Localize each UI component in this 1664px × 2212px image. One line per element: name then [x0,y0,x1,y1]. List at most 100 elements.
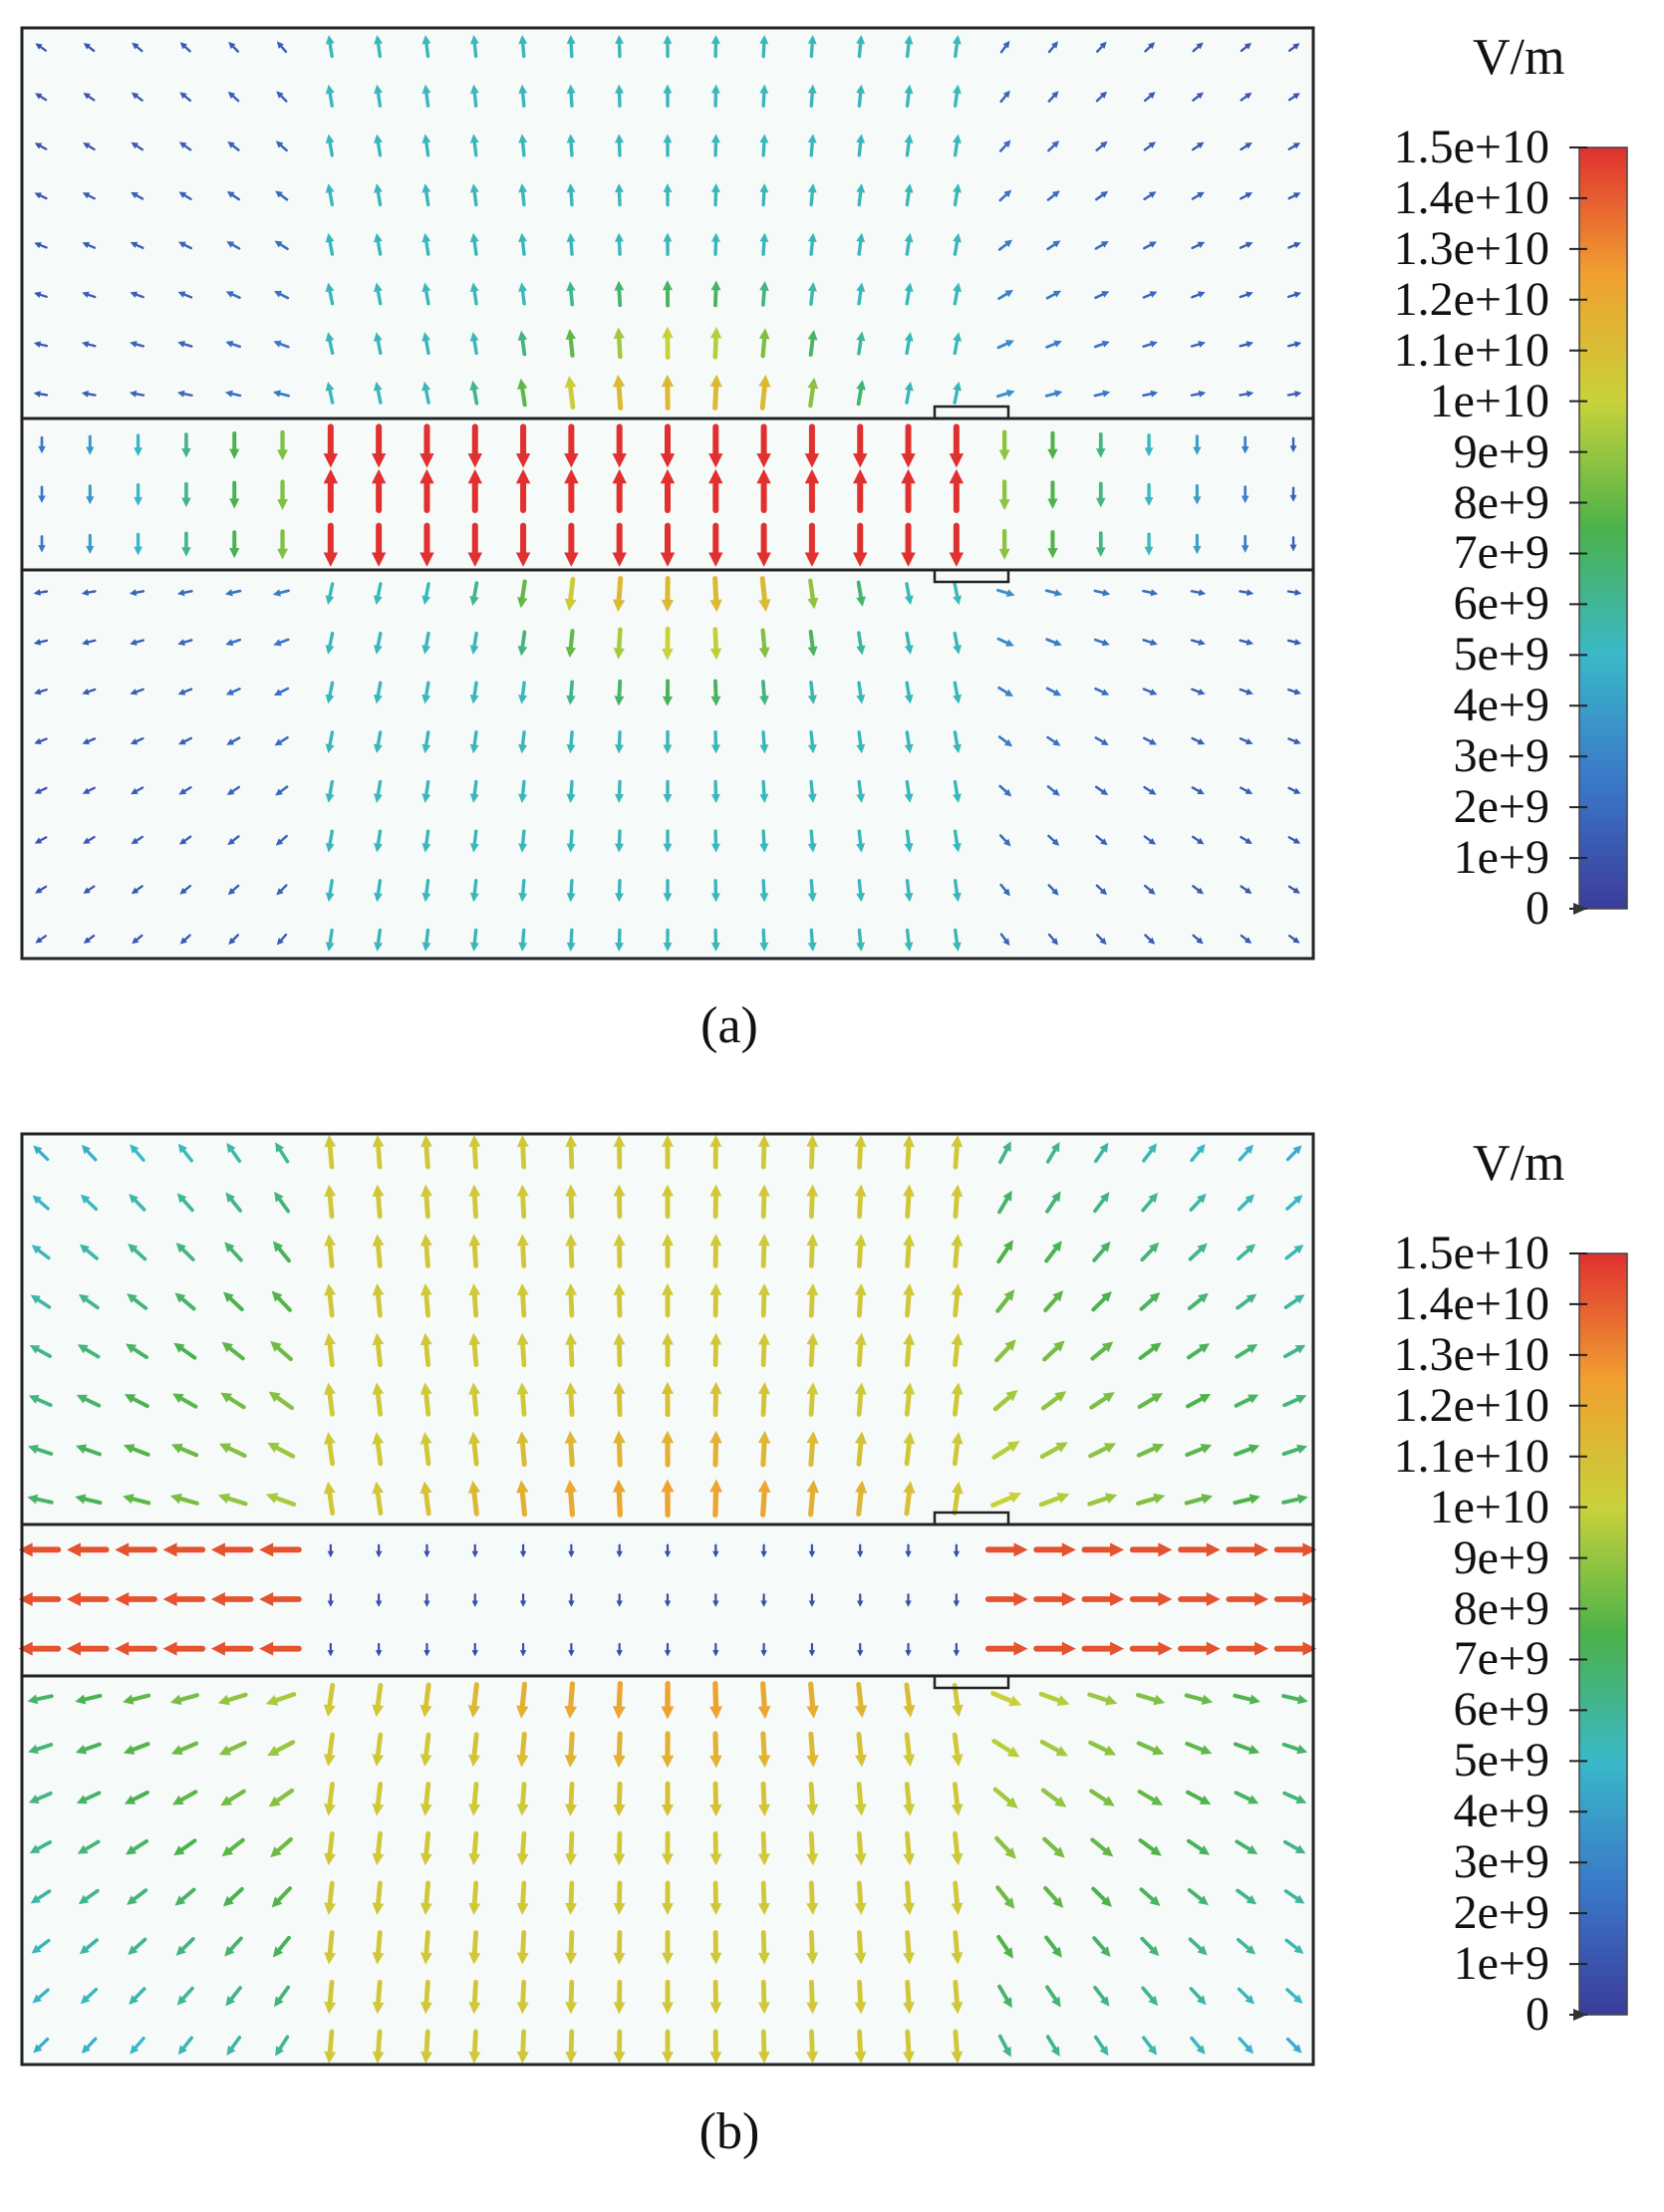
field-arrow-head [564,376,577,389]
field-arrow-head [613,1234,626,1246]
field-arrow-head [419,1481,432,1495]
field-arrow-head [615,893,625,903]
field-arrow-head [227,91,236,99]
colorbar-tick-label: 1.2e+10 [1393,1378,1549,1432]
field-arrow-head [421,282,431,293]
field-arrow-head [854,1332,867,1345]
field-arrow-head [903,1852,916,1866]
field-arrow-head [469,892,479,903]
field-arrow-head [1150,589,1159,597]
field-arrow-head [226,1143,236,1154]
field-arrow-head [1100,190,1109,198]
field-arrow-head [807,646,818,658]
field-arrow-head [83,887,91,894]
field-arrow-head [757,1282,770,1296]
caption-a: (a) [700,997,758,1054]
field-arrow-head [1293,1244,1304,1254]
field-arrow-head [1148,92,1156,100]
field-arrow-head [469,942,479,952]
field-arrow-head [34,688,42,695]
field-arrow-head [1289,544,1297,552]
field-arrow-head [1148,1193,1159,1204]
field-arrow-head [177,689,186,695]
field-arrow-head [951,1234,964,1246]
field-arrow-head [224,589,233,597]
field-arrow-head [953,743,962,754]
field-arrow-head [86,446,95,455]
field-arrow-head [177,2045,187,2056]
field-arrow-head [516,1853,529,1866]
colorbar-tick-label: 6e+9 [1453,1683,1549,1737]
electrode-top [933,405,1010,420]
field-arrow-head [566,84,576,94]
field-arrow-head [1102,1392,1115,1403]
field-arrow-head [951,1283,964,1296]
field-arrow-head [661,599,675,613]
field-arrow-head [226,191,235,198]
field-arrow-head [1158,1542,1173,1557]
field-arrow-head [565,1902,578,1916]
field-arrow-head [1196,837,1205,845]
field-arrow-head [953,1600,961,1607]
field-arrow-head [613,1803,626,1817]
field-arrow-head [565,329,576,340]
field-arrow-head [516,1754,529,1768]
field-arrow-head [1247,1343,1258,1354]
colorbar-tick-label: 4e+9 [1453,1785,1549,1838]
field-arrow-head [372,1481,385,1495]
field-arrow-head [371,468,387,484]
field-arrow-head [612,1479,626,1493]
field-arrow-head [565,647,576,659]
field-arrow-head [566,843,576,853]
field-arrow-head [808,1600,816,1607]
field-arrow-head [953,134,962,143]
field-arrow-head [757,1479,771,1493]
field-arrow-head [1144,497,1154,506]
field-arrow-head [179,887,187,895]
field-arrow-head [951,1803,964,1816]
field-arrow-head [81,391,90,398]
field-arrow-head [30,1894,41,1904]
field-arrow-head [1047,548,1058,559]
field-arrow-head [1110,1641,1125,1656]
field-arrow-head [662,1134,674,1147]
field-arrow-head [469,743,479,754]
field-arrow-head [372,1803,385,1816]
field-arrow-head [804,468,820,484]
field-arrow-head [82,241,91,249]
field-arrow-head [709,599,722,613]
field-arrow-head [516,1234,529,1246]
field-arrow-head [1100,838,1108,846]
field-arrow-head [123,1745,136,1755]
field-arrow-head [1196,92,1205,100]
field-arrow-head [81,639,90,646]
field-arrow-head [804,552,820,567]
field-arrow-head [806,1282,819,1296]
field-arrow-head [1144,447,1154,457]
field-arrow-head [228,937,236,946]
field-arrow-head [709,1184,722,1197]
field-arrow-head [1302,1542,1317,1557]
field-arrow-head [469,843,479,853]
colorbar-tick-label: 9e+9 [1453,1530,1549,1584]
field-arrow-head [806,1853,819,1866]
field-arrow-head [1051,190,1060,198]
field-arrow-head [178,191,187,198]
field-arrow-head [856,331,866,342]
field-arrow-head [615,34,625,45]
field-arrow-head [853,453,868,468]
field-arrow-head [468,1184,481,1197]
field-arrow-head [760,1650,767,1657]
caption-b: (b) [698,2103,760,2160]
field-arrow-head [272,589,281,597]
field-arrow-head [1100,788,1109,796]
field-arrow-head [78,1293,90,1304]
field-arrow-head [1002,1190,1012,1202]
field-arrow-head [1052,290,1062,298]
field-arrow-head [419,468,434,484]
field-arrow-head [853,552,868,567]
field-arrow-head [325,134,335,144]
field-arrow-head [758,374,771,388]
field-arrow-head [325,942,335,952]
field-arrow-head [952,892,962,903]
